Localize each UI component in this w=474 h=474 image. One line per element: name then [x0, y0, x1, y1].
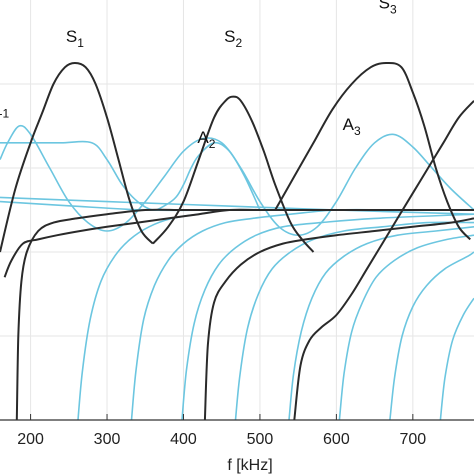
antisymmetric-mode-curve [181, 213, 474, 421]
curve-label: S1 [66, 27, 84, 50]
symmetric-mode-curve [274, 61, 471, 241]
curve-label: A3 [343, 115, 361, 138]
x-tick-label: 500 [247, 431, 274, 448]
antisymmetric-mode-curve [0, 140, 261, 211]
x-tick-label: 700 [399, 431, 426, 448]
antisymmetric-mode-curve [439, 297, 474, 421]
x-tick-label: 200 [17, 431, 44, 448]
symmetric-mode-curve [293, 100, 474, 421]
curve-label: -1 [0, 107, 9, 121]
antisymmetric-mode-curve [0, 196, 474, 215]
antisymmetric-mode-curve [338, 234, 474, 421]
x-tick-label: 300 [94, 431, 121, 448]
symmetric-mode-curve [152, 95, 315, 253]
antisymmetric-mode-curve [234, 221, 474, 421]
curve-label: S2 [224, 27, 242, 50]
curve-labels: S1 S2 S3 A2 A3 -1 [0, 0, 397, 151]
x-tick-label: 400 [170, 431, 197, 448]
antisymmetric-mode-curve [389, 251, 474, 421]
x-axis: 200 300 400 500 600 700 [0, 414, 474, 448]
symmetric-mode-curve [203, 217, 474, 421]
symmetric-mode-curve [3, 208, 474, 278]
x-axis-title: f [kHz] [227, 457, 272, 474]
series-layer [0, 61, 474, 421]
symmetric-mode-curve [0, 62, 154, 253]
curve-label: S3 [379, 0, 397, 16]
curve-label: A2 [197, 128, 215, 151]
x-tick-label: 600 [323, 431, 350, 448]
antisymmetric-mode-curve [0, 124, 474, 236]
antisymmetric-mode-curve [288, 226, 474, 421]
